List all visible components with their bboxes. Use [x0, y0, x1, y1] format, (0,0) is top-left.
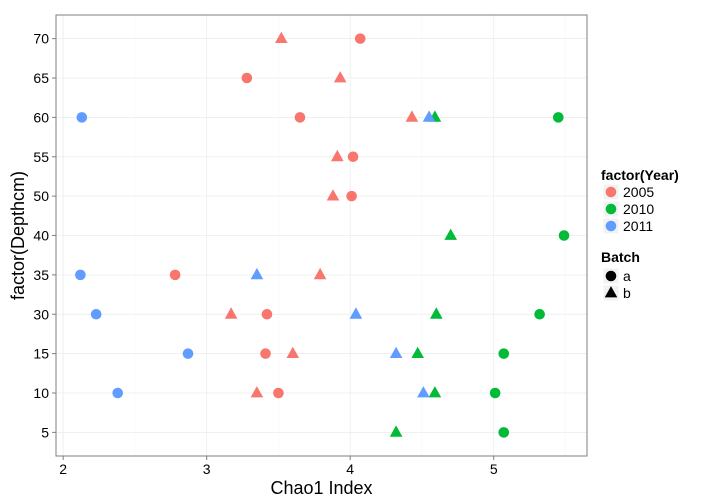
point-2005-batch-b: [331, 149, 344, 162]
legend-key-2010: [605, 203, 617, 215]
y-axis: 5 10 15 30 35 40 50 55 60 65 70: [33, 31, 56, 440]
y-tick-label: 70: [33, 31, 49, 47]
x-tick-label: 2: [59, 461, 67, 477]
x-tick-label: 4: [346, 461, 354, 477]
legend-key-triangle: [604, 286, 618, 298]
x-tick-label: 5: [490, 461, 498, 477]
legend-label-2005: 2005: [623, 184, 654, 200]
point-2010-batch-a: [489, 387, 501, 399]
point-2005-batch-a: [260, 348, 271, 359]
point-2010-batch-a: [498, 427, 510, 438]
legend-label-2011: 2011: [623, 218, 653, 234]
point-2005-batch-b: [405, 110, 419, 122]
point-2010-batch-b: [428, 386, 442, 398]
point-2005-batch-a: [354, 33, 366, 44]
point-2011-batch-b: [250, 267, 264, 280]
point-2005-batch-a: [347, 151, 359, 163]
point-2011-batch-a: [182, 348, 194, 359]
point-2005-batch-a: [261, 308, 273, 320]
point-2010-batch-b: [430, 307, 443, 319]
point-2005-batch-a: [294, 112, 306, 123]
point-2010-batch-a: [498, 348, 510, 359]
point-2010-batch-a: [552, 112, 564, 123]
x-axis: 2 3 4 5: [59, 456, 498, 477]
point-2005-batch-b: [250, 386, 264, 398]
point-2005-batch-b: [326, 189, 340, 201]
point-2010-batch-b: [389, 425, 403, 437]
data-points: [75, 31, 570, 438]
legend-key-2011: [605, 220, 617, 232]
point-2011-batch-a: [75, 269, 86, 281]
y-tick-label: 60: [33, 109, 49, 125]
y-tick-label: 55: [33, 149, 49, 165]
point-2005-batch-b: [224, 307, 238, 319]
legend-key-circle: [605, 270, 617, 282]
y-tick-label: 35: [33, 267, 49, 283]
point-2011-batch-b: [422, 110, 436, 122]
legend-label-b: b: [623, 285, 631, 301]
y-tick-label: 65: [33, 70, 49, 86]
point-2011-batch-b: [349, 307, 363, 319]
point-2005-batch-a: [273, 387, 284, 399]
y-tick-label: 50: [33, 188, 49, 204]
point-2005-batch-b: [286, 346, 300, 358]
point-2010-batch-b: [411, 346, 424, 358]
point-2011-batch-b: [417, 386, 430, 398]
point-2011-batch-a: [112, 387, 124, 399]
legend-title-batch: Batch: [601, 249, 640, 265]
x-tick-label: 3: [203, 461, 211, 477]
point-2005-batch-b: [313, 267, 327, 280]
point-2005-batch-a: [346, 190, 357, 202]
y-tick-label: 30: [33, 306, 49, 322]
legend-title-year: factor(Year): [601, 167, 679, 183]
x-axis-title: Chao1 Index: [270, 478, 372, 498]
point-2005-batch-b: [333, 71, 347, 83]
y-tick-label: 15: [33, 346, 49, 362]
point-2005-batch-a: [241, 72, 253, 84]
y-tick-label: 10: [33, 385, 49, 401]
point-2005-batch-b: [275, 31, 288, 43]
point-2005-batch-a: [169, 269, 181, 281]
point-2011-batch-b: [389, 346, 403, 358]
point-2010-batch-b: [444, 228, 457, 240]
legend-label-2010: 2010: [623, 201, 654, 217]
legend-label-a: a: [623, 268, 631, 284]
point-2010-batch-a: [558, 230, 570, 241]
y-tick-label: 40: [33, 228, 49, 244]
y-tick-label: 5: [41, 424, 49, 440]
point-2010-batch-a: [534, 308, 545, 320]
point-2011-batch-a: [90, 308, 102, 320]
legend-key-2005: [605, 186, 617, 198]
y-axis-title: factor(Depthcm): [8, 171, 28, 300]
point-2011-batch-a: [76, 112, 88, 123]
